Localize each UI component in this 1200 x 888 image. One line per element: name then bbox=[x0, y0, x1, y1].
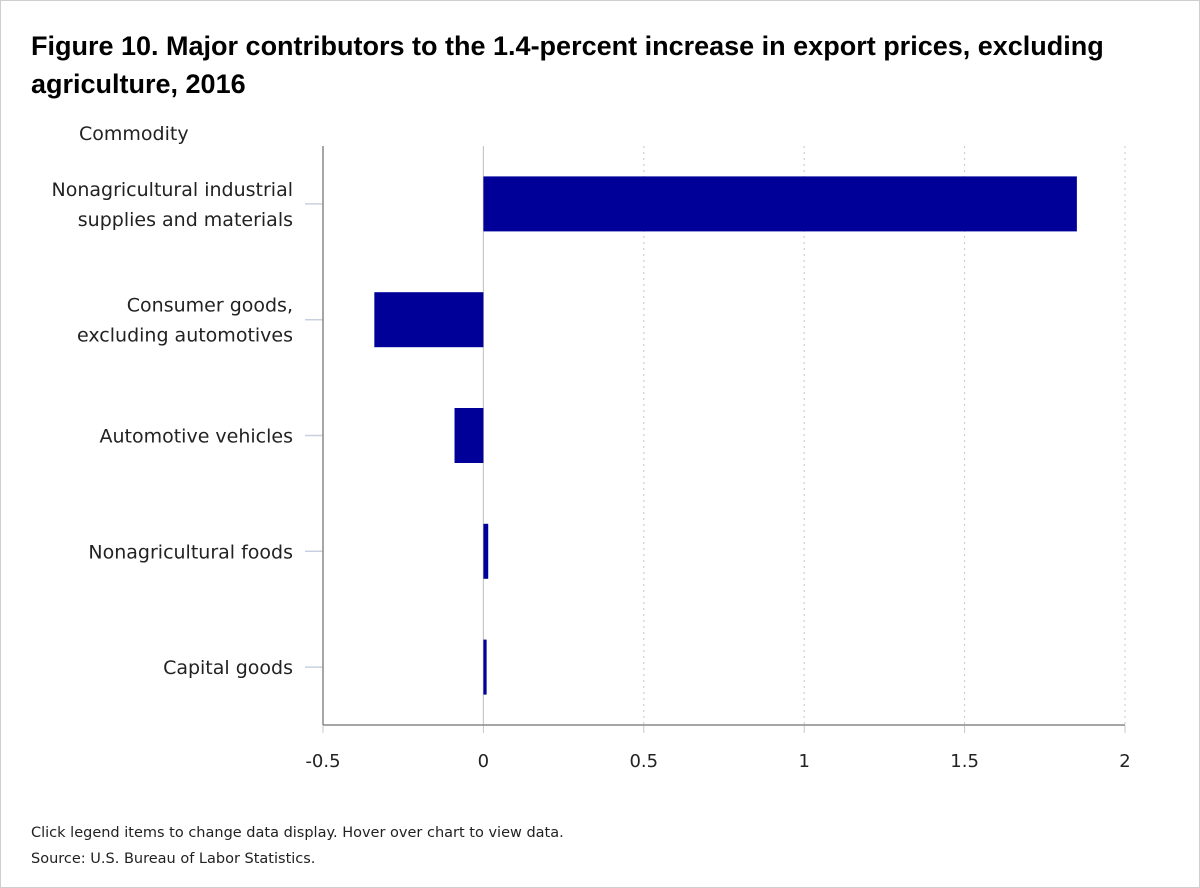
axes bbox=[305, 146, 1126, 733]
bar[interactable] bbox=[454, 408, 484, 463]
category-label: supplies and materials bbox=[78, 209, 293, 231]
chart-source: Source: U.S. Bureau of Labor Statistics. bbox=[31, 851, 316, 867]
x-tick-label: 1 bbox=[798, 751, 809, 772]
bar[interactable] bbox=[483, 639, 487, 695]
category-label: excluding automotives bbox=[77, 325, 293, 347]
category-label: Nonagricultural foods bbox=[88, 541, 293, 563]
y-axis-title: Commodity bbox=[79, 123, 189, 145]
bar[interactable] bbox=[483, 176, 1077, 232]
x-tick-label: 0 bbox=[478, 751, 489, 772]
chart-title: Figure 10. Major contributors to the 1.4… bbox=[31, 31, 1104, 99]
labels: -0.5 0 0.5 1 1.5 2 Nonagricultural industrial s… bbox=[52, 179, 1131, 772]
x-tick-label: 0.5 bbox=[629, 751, 658, 772]
category-label: Automotive vehicles bbox=[99, 426, 293, 448]
bar-chart[interactable]: -0.5 0 0.5 1 1.5 2 Nonagricultural industrial s… bbox=[1, 1, 1199, 801]
category-label: Consumer goods, bbox=[127, 295, 293, 317]
x-tick-label: 1.5 bbox=[950, 751, 979, 772]
category-label: Nonagricultural industrial bbox=[52, 179, 294, 201]
bar[interactable] bbox=[483, 523, 489, 579]
category-label: Capital goods bbox=[163, 657, 293, 679]
bar[interactable] bbox=[374, 292, 484, 348]
bars bbox=[374, 176, 1077, 695]
gridlines bbox=[482, 146, 1126, 725]
x-tick-label: 2 bbox=[1119, 751, 1130, 772]
x-tick-label: -0.5 bbox=[305, 751, 340, 772]
chart-note: Click legend items to change data displa… bbox=[31, 825, 564, 841]
